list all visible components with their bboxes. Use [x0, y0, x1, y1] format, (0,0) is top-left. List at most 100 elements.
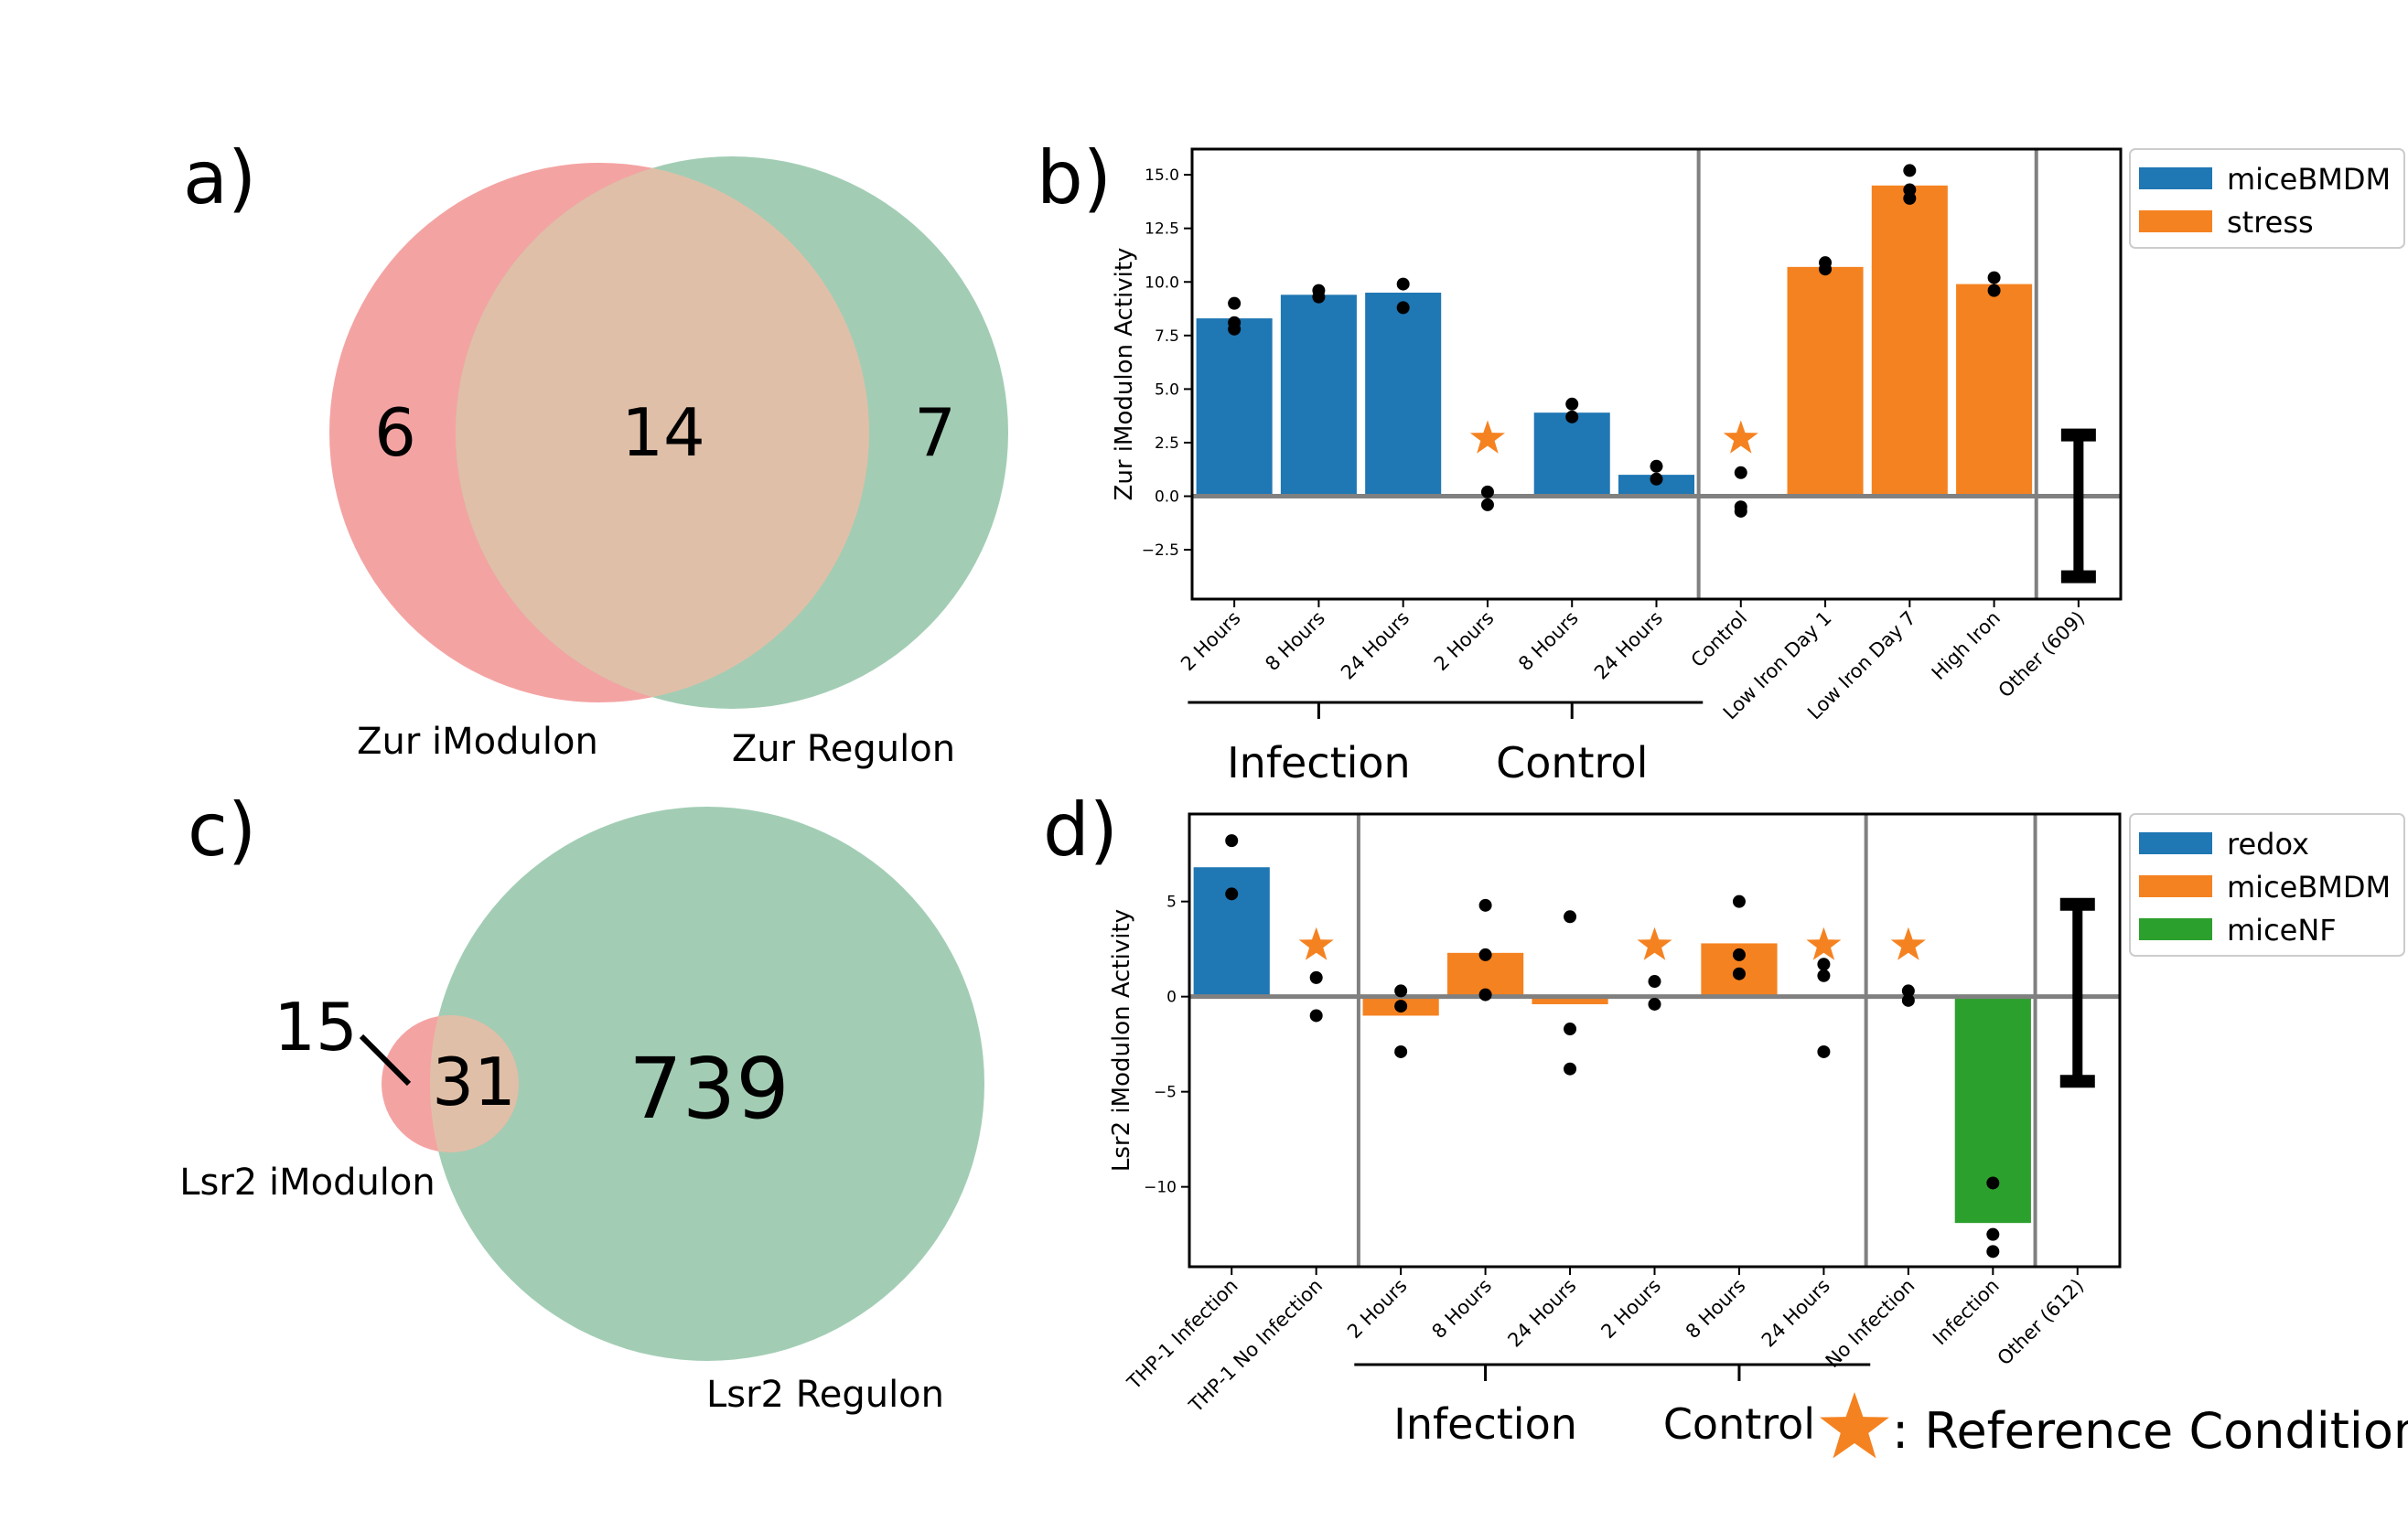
sample-point	[1225, 887, 1239, 901]
x-tick-label: 2 Hours	[1596, 1275, 1665, 1344]
lsr2-regulon-circle	[430, 807, 984, 1361]
reference-star-icon	[1723, 420, 1758, 454]
legend-label: miceBMDM	[2227, 870, 2391, 905]
sample-point	[1817, 958, 1831, 971]
reference-label: : Reference Condition	[1892, 1402, 2408, 1460]
sample-point	[1648, 975, 1661, 989]
legend-label: miceNF	[2227, 913, 2337, 948]
panel-c-letter: c)	[188, 787, 256, 873]
reference-star-icon	[1469, 420, 1505, 454]
x-tick-label: 24 Hours	[1337, 607, 1414, 684]
sample-point	[1480, 485, 1494, 498]
reference-star-icon	[1890, 927, 1926, 960]
sample-point	[1396, 277, 1410, 291]
panel-b-chart: b) −2.5 0.0 2.5 5.0 7.5 10.0 12.5 15.0 Zur iModul…	[1037, 135, 2405, 787]
x-tick-label: 8 Hours	[1427, 1275, 1496, 1344]
zur-imodulon-label: Zur iModulon	[357, 721, 598, 763]
x-tick-label: Other (612)	[1994, 1275, 2089, 1370]
sample-point	[1901, 984, 1915, 998]
sample-point	[1817, 969, 1831, 982]
bar	[1618, 475, 1695, 497]
star-icon	[1820, 1392, 1889, 1459]
sample-point	[1987, 284, 2001, 297]
group-label: Control	[1663, 1399, 1815, 1449]
bar	[1280, 295, 1357, 497]
bar	[1365, 292, 1442, 497]
y-tick-label: −2.5	[1142, 541, 1179, 560]
y-tick-label: 7.5	[1155, 327, 1179, 346]
x-tick-label: 24 Hours	[1503, 1275, 1580, 1352]
lsr2-regulon-label: Lsr2 Regulon	[706, 1374, 944, 1416]
y-axis-label: Zur iModulon Activity	[1111, 248, 1138, 501]
sample-point	[1309, 970, 1323, 984]
lsr2-imodulon-only-count: 15	[274, 989, 358, 1066]
panel-letter: b)	[1037, 135, 1112, 220]
sample-point	[1734, 466, 1747, 479]
sample-point	[1986, 1245, 2000, 1259]
sample-point	[1903, 164, 1917, 177]
threshold-cap-top	[2060, 428, 2096, 442]
panel-a-venn: a) 6 14 7 Zur iModulon Zur Regulon	[183, 135, 1008, 770]
legend-label: miceBMDM	[2227, 162, 2391, 197]
sample-point	[1650, 472, 1663, 486]
sample-point	[1732, 894, 1746, 908]
bar	[1193, 867, 1270, 997]
x-tick-label: High Iron	[1928, 607, 2005, 684]
sample-point	[1394, 1000, 1408, 1013]
sample-point	[1987, 271, 2001, 284]
bar	[1871, 185, 1948, 497]
sample-point	[1478, 948, 1492, 961]
x-tick-label: Other (609)	[1994, 607, 2090, 702]
y-tick-label: −10	[1144, 1179, 1177, 1197]
reference-star-icon	[1298, 927, 1334, 960]
y-tick-label: 0	[1166, 989, 1177, 1007]
legend-label: stress	[2227, 205, 2314, 240]
group-label: Infection	[1393, 1399, 1577, 1449]
sample-point	[1986, 1227, 2000, 1241]
sample-point	[1564, 910, 1577, 924]
sample-point	[1901, 993, 1915, 1007]
bar	[1532, 996, 1608, 1004]
x-tick-label: No Infection	[1822, 1275, 1919, 1373]
sample-point	[1734, 504, 1747, 518]
reference-key: : Reference Condition	[1820, 1392, 2408, 1460]
sample-point	[1396, 301, 1410, 315]
sample-point	[1564, 1023, 1577, 1036]
sample-point	[1228, 322, 1242, 336]
bar	[1196, 318, 1273, 497]
sample-point	[1228, 296, 1242, 310]
sample-point	[1309, 1009, 1323, 1023]
threshold-cap-bottom	[2060, 570, 2096, 584]
lsr2-regulon-only-count: 739	[629, 1040, 790, 1138]
legend-swatch	[2139, 832, 2212, 854]
panel-c-venn: c) 15 31 739 Lsr2 iModulon Lsr2 Regulon	[179, 787, 984, 1416]
sample-point	[1565, 397, 1579, 411]
sample-point	[1312, 290, 1326, 304]
legend-swatch	[2139, 167, 2212, 189]
x-tick-label: 24 Hours	[1758, 1275, 1834, 1352]
x-tick-label: Control	[1687, 607, 1752, 672]
y-tick-label: 12.5	[1145, 220, 1179, 239]
lsr2-imodulon-only-leader	[359, 1034, 412, 1087]
zur-overlap-count: 14	[621, 394, 705, 471]
sample-point	[1986, 1176, 2000, 1190]
legend-label: redox	[2227, 827, 2309, 862]
panel-letter: d)	[1043, 787, 1118, 873]
sample-point	[1648, 997, 1661, 1011]
sample-point	[1225, 834, 1239, 848]
x-tick-label: 8 Hours	[1514, 607, 1583, 676]
group-label: Control	[1496, 738, 1648, 787]
x-tick-label: Infection	[1929, 1275, 2004, 1350]
sample-point	[1819, 262, 1833, 276]
bar	[1787, 266, 1864, 497]
y-tick-label: 2.5	[1155, 434, 1179, 453]
sample-point	[1478, 898, 1492, 912]
lsr2-overlap-count: 31	[432, 1044, 516, 1120]
legend-swatch	[2139, 918, 2212, 940]
bar	[1956, 284, 2033, 497]
panel-a-letter: a)	[183, 135, 256, 220]
x-tick-label: 24 Hours	[1590, 607, 1667, 684]
y-tick-label: 15.0	[1145, 166, 1179, 185]
